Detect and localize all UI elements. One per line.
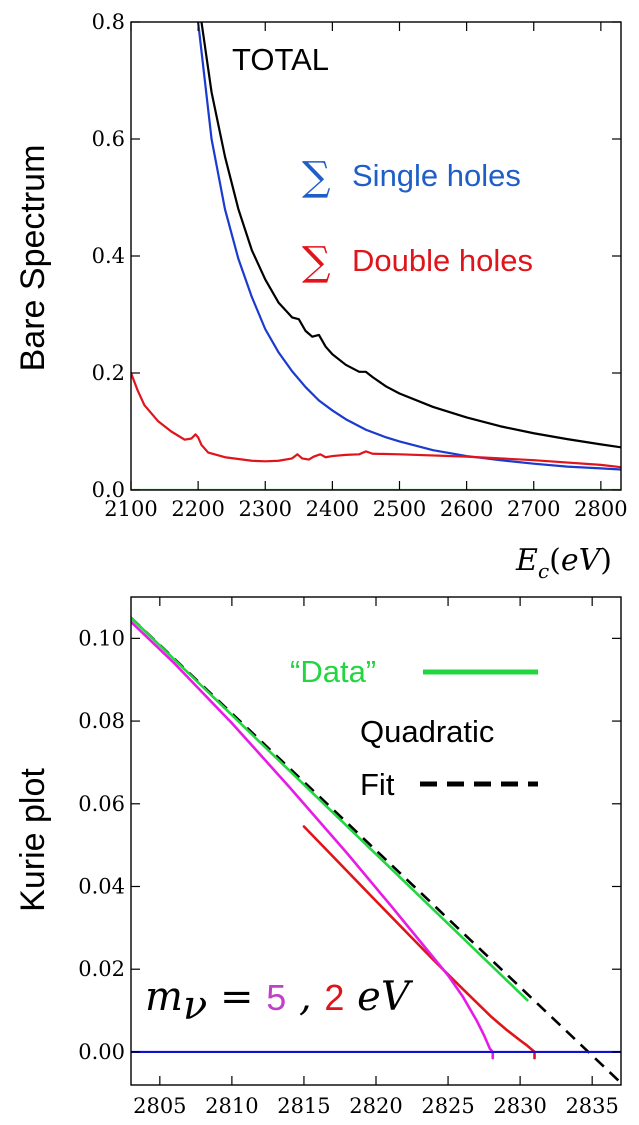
y-tick-label: 0.8 <box>92 10 125 34</box>
y-tick-label: 0.4 <box>92 244 125 268</box>
y-tick-label: 0.2 <box>92 361 125 385</box>
x-tick-label: 2830 <box>493 1094 546 1118</box>
x-tick-label: 2810 <box>205 1094 258 1118</box>
sigma-single-icon: ∑ <box>302 154 331 200</box>
total-label: TOTAL <box>232 42 329 77</box>
y-tick-label: 0.02 <box>78 957 125 981</box>
bare-spectrum-x-label: Ec(eV) <box>515 543 612 583</box>
y-tick-label: 0.00 <box>78 1040 125 1064</box>
x-tick-label: 2820 <box>349 1094 402 1118</box>
x-tick-label: 2200 <box>171 497 224 521</box>
x-tick-label: 2835 <box>565 1094 618 1118</box>
bot-series-m5 <box>131 620 495 1060</box>
x-tick-label: 2100 <box>104 497 157 521</box>
kurie-plot-series <box>131 616 621 1084</box>
x-tick-label: 2825 <box>421 1094 474 1118</box>
x-tick-label: 2700 <box>507 497 560 521</box>
x-tick-label: 2600 <box>440 497 493 521</box>
y-tick-label: 0.06 <box>78 792 125 816</box>
bare-spectrum-y-axis: 0.0 0.2 0.4 0.6 0.8 <box>92 10 621 502</box>
bare-spectrum-chart: 0.0 0.2 0.4 0.6 0.8 2100 2200 2300 2400 2500 2600… <box>14 10 628 583</box>
y-tick-label: 0.08 <box>78 709 125 733</box>
y-tick-label: 0.10 <box>78 626 125 650</box>
double-holes-label: Double holes <box>352 243 533 278</box>
y-tick-label: 0.6 <box>92 127 125 151</box>
x-tick-label: 2800 <box>574 497 627 521</box>
top-series-double <box>131 371 621 469</box>
x-tick-label: 2400 <box>306 497 359 521</box>
y-tick-label: 0.04 <box>78 874 125 898</box>
bot-series-quadratic_fit <box>131 616 621 1084</box>
kurie-plot-chart: 0.00 0.02 0.04 0.06 0.08 0.10 2805 2810 2815 282… <box>14 596 622 1118</box>
top-series-total <box>200 22 621 449</box>
bare-spectrum-series <box>131 22 621 490</box>
y-tick-label: 0.0 <box>92 478 125 502</box>
x-tick-label: 2815 <box>277 1094 330 1118</box>
x-tick-label: 2500 <box>373 497 426 521</box>
sigma-double-icon: ∑ <box>302 239 331 285</box>
bare-spectrum-x-axis: 2100 2200 2300 2400 2500 2600 2700 2800 <box>104 22 628 521</box>
legend-data-label: “Data” <box>290 654 376 689</box>
x-tick-label: 2805 <box>133 1094 186 1118</box>
kurie-plot-x-axis: 2805 2810 2815 2820 2825 2830 2835 <box>133 597 619 1118</box>
neutrino-mass-label: mν = 5 , 2 eV <box>145 974 414 1029</box>
bare-spectrum-y-label: Bare Spectrum <box>14 145 52 372</box>
x-tick-label: 2300 <box>239 497 292 521</box>
legend-quadratic-label: Quadratic <box>360 714 494 749</box>
legend-fit-label: Fit <box>360 767 395 802</box>
kurie-plot-y-label: Kurie plot <box>14 768 52 912</box>
bot-series-m2 <box>302 825 536 1060</box>
top-series-single <box>197 22 621 471</box>
bot-series-data <box>131 616 529 1002</box>
single-holes-label: Single holes <box>352 158 521 193</box>
kurie-plot-y-axis: 0.00 0.02 0.04 0.06 0.08 0.10 <box>78 626 621 1064</box>
